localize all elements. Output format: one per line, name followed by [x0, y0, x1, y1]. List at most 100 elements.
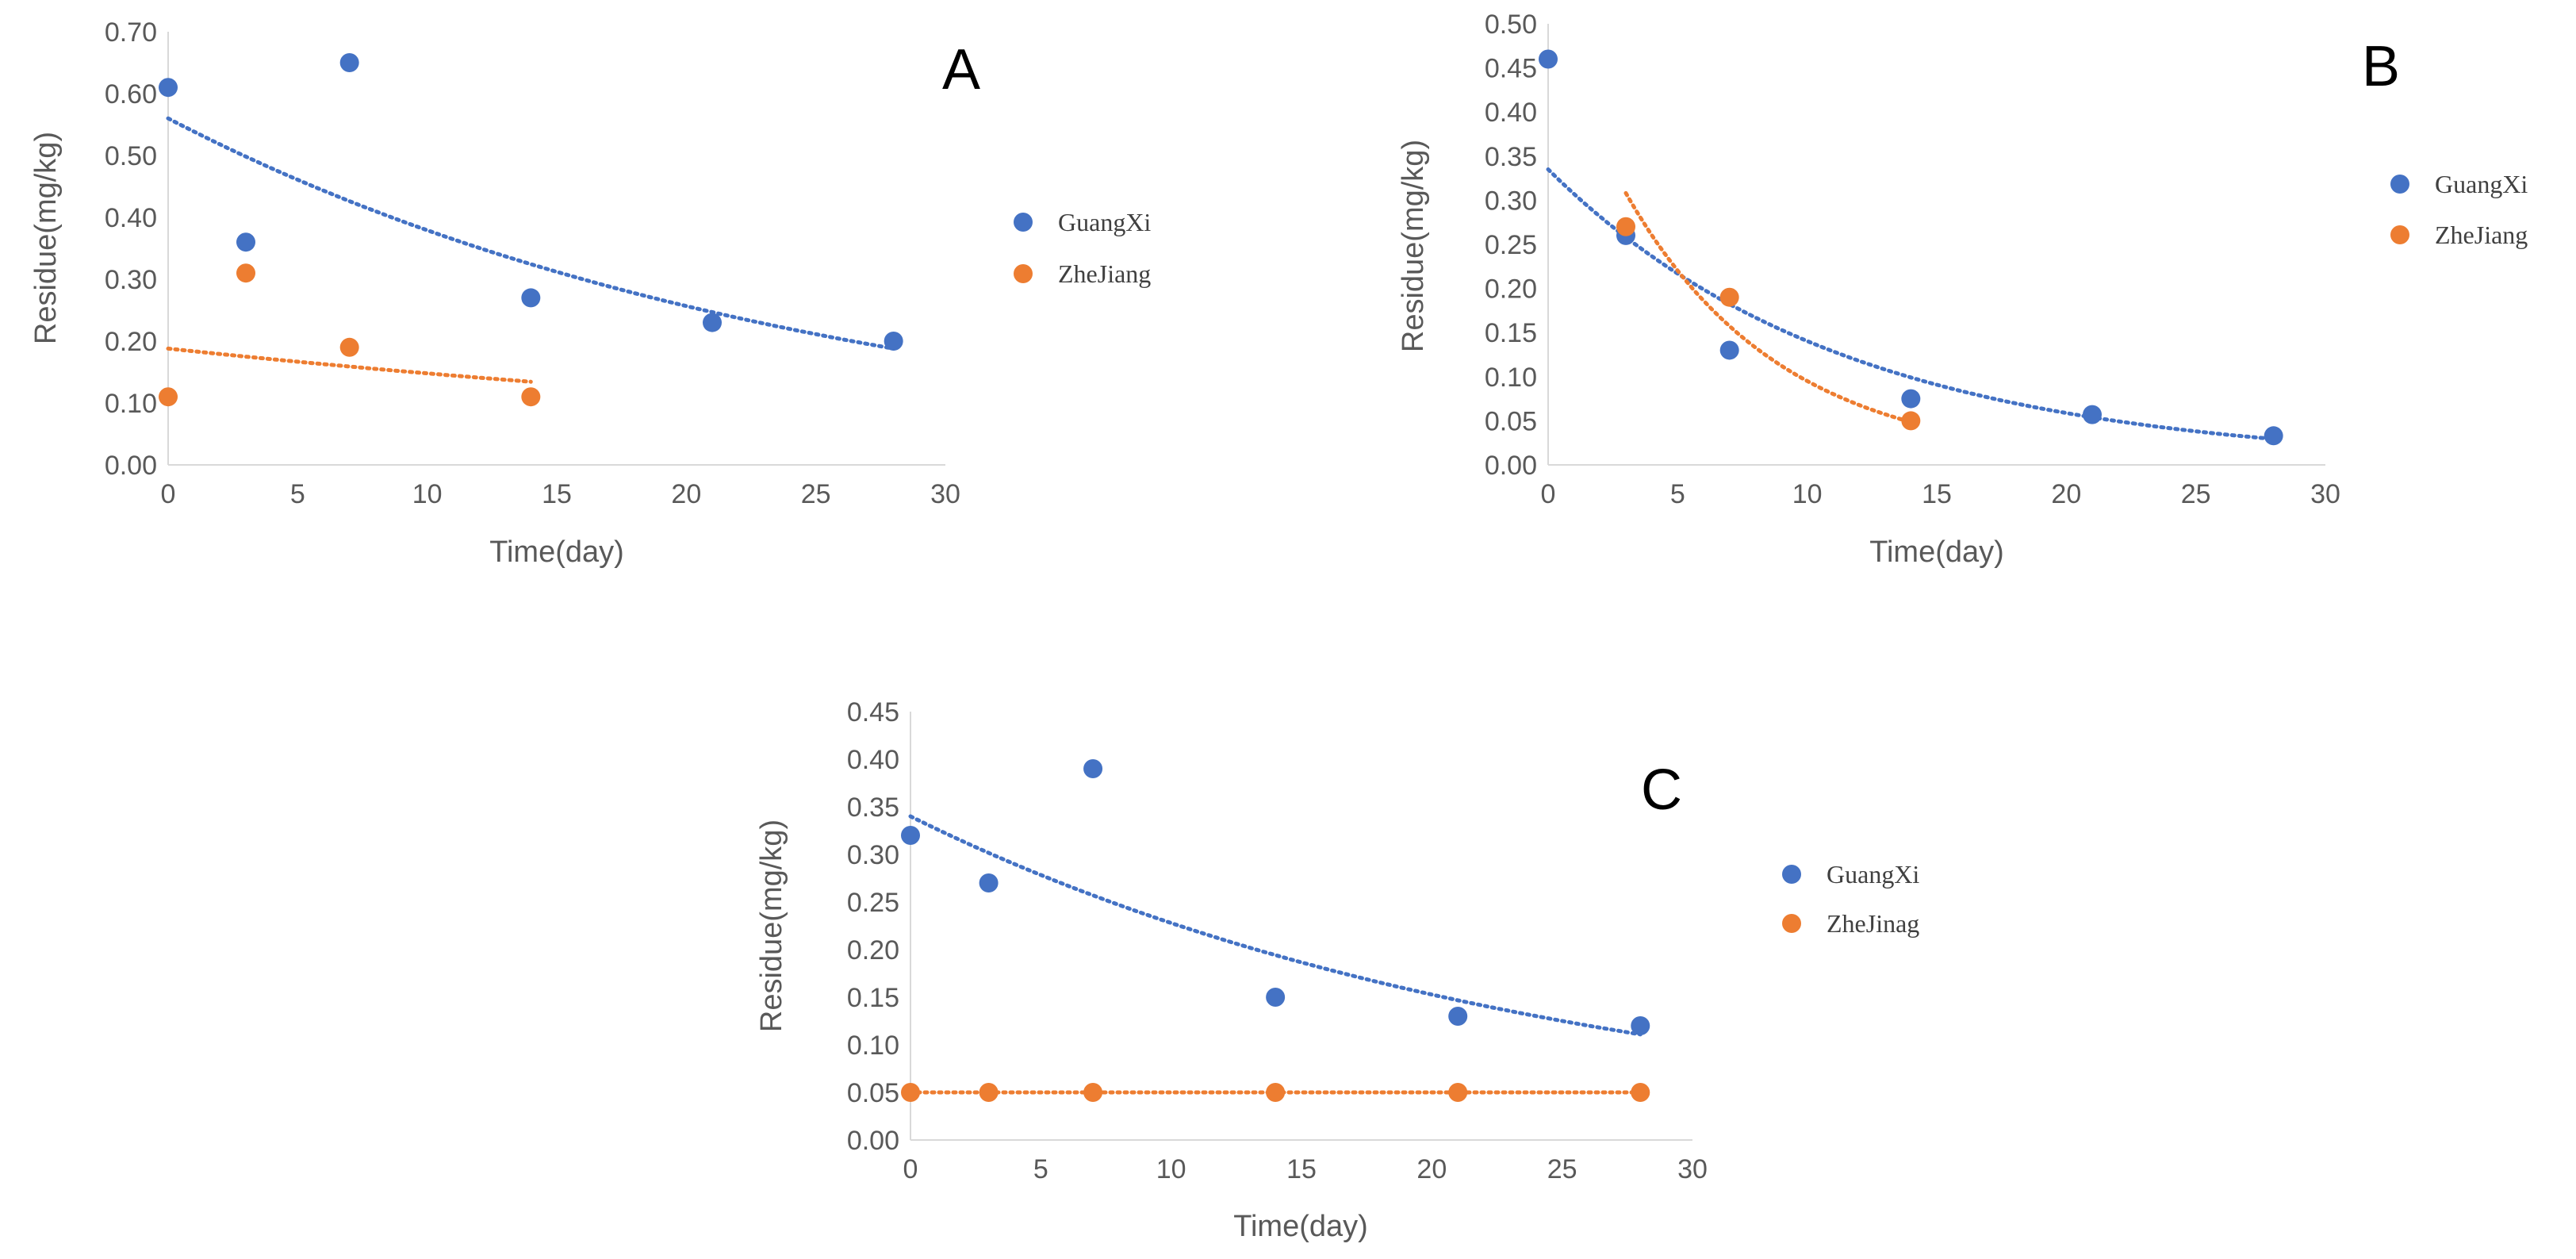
y-tick-label: 0.15 [1485, 318, 1537, 348]
x-tick-label: 15 [542, 479, 572, 509]
data-point-zhejinag [1631, 1083, 1650, 1102]
trendline-guangxi [1546, 167, 2276, 441]
panel-label: C [1641, 758, 1682, 822]
x-tick-label: 5 [290, 479, 305, 509]
trendline-zhejiang [1623, 190, 1913, 424]
x-tick-label: 30 [2310, 479, 2340, 509]
legend-marker-zhejiang [2390, 225, 2409, 244]
y-tick-label: 0.30 [105, 265, 157, 295]
x-tick-label: 25 [801, 479, 831, 509]
x-tick-label: 0 [903, 1154, 918, 1184]
data-point-zhejinag [979, 1083, 999, 1102]
y-tick-label: 0.35 [1485, 142, 1537, 172]
y-tick-label: 0.10 [105, 389, 157, 419]
y-tick-label: 0.30 [847, 840, 899, 870]
legend-label-zhejiang: ZheJiang [2435, 221, 2528, 249]
data-point-zhejiang [159, 387, 178, 407]
data-point-zhejiang [236, 263, 255, 283]
y-tick-label: 0.60 [105, 79, 157, 109]
legend-marker-guangxi [2390, 175, 2409, 194]
chart-panel-b: 0.00 0.05 0.10 0.15 0.20 0.25 0.30 0.35 0.40 0.45… [1397, 10, 2528, 569]
data-point-zhejinag [1083, 1083, 1103, 1102]
y-tick-label: 0.00 [105, 451, 157, 481]
y-tick-label: 0.05 [847, 1078, 899, 1108]
legend-marker-zhejinag [1782, 914, 1801, 933]
data-point-guangxi [703, 313, 722, 332]
data-point-zhejinag [1266, 1083, 1286, 1102]
y-axis-title: Residue(mg/kg) [755, 820, 788, 1032]
y-tick-label: 0.35 [847, 793, 899, 823]
y-axis-title: Residue(mg/kg) [29, 132, 63, 344]
legend-marker-guangxi [1014, 213, 1033, 232]
data-point-guangxi [1266, 988, 1286, 1007]
data-point-guangxi [159, 78, 178, 98]
data-point-zhejiang [521, 387, 541, 407]
data-point-guangxi [901, 826, 920, 845]
x-tick-label: 30 [930, 479, 960, 509]
legend-label-zhejiang: ZheJiang [1058, 259, 1151, 288]
y-tick-label: 0.10 [1485, 363, 1537, 393]
data-point-zhejinag [901, 1083, 920, 1102]
y-tick-label: 0.00 [1485, 451, 1537, 481]
y-tick-label: 0.50 [1485, 10, 1537, 40]
y-tick-label: 0.10 [847, 1031, 899, 1061]
data-point-guangxi [979, 873, 999, 892]
x-tick-label: 20 [671, 479, 701, 509]
x-tick-label: 0 [1541, 479, 1556, 509]
x-tick-label: 15 [1286, 1154, 1317, 1184]
data-point-guangxi [2083, 405, 2102, 424]
data-point-zhejiang [1616, 217, 1635, 236]
legend-label-guangxi: GuangXi [1827, 860, 1919, 889]
data-point-guangxi [1083, 759, 1103, 778]
trendline-zhejiang [166, 346, 533, 384]
y-tick-label: 0.40 [105, 203, 157, 233]
data-point-guangxi [884, 332, 903, 351]
data-point-guangxi [1631, 1016, 1650, 1035]
x-tick-label: 10 [412, 479, 443, 509]
legend-label-zhejinag: ZheJinag [1827, 909, 1919, 938]
legend-marker-zhejiang [1014, 264, 1033, 283]
x-axis-title: Time(day) [1233, 1210, 1368, 1243]
legend-label-guangxi: GuangXi [1058, 208, 1151, 236]
panel-label: A [942, 38, 980, 102]
x-tick-label: 30 [1677, 1154, 1708, 1184]
legend-marker-guangxi [1782, 865, 1801, 884]
data-point-guangxi [1539, 49, 1558, 69]
x-tick-label: 25 [1547, 1154, 1577, 1184]
y-axis-title: Residue(mg/kg) [1397, 140, 1430, 352]
y-tick-label: 0.20 [1485, 274, 1537, 305]
legend-label-guangxi: GuangXi [2435, 170, 2528, 198]
x-tick-label: 10 [1156, 1154, 1186, 1184]
data-point-guangxi [1901, 389, 1921, 409]
y-tick-label: 0.20 [847, 935, 899, 965]
y-tick-label: 0.15 [847, 983, 899, 1013]
y-tick-label: 0.25 [1485, 230, 1537, 260]
data-point-guangxi [521, 288, 541, 308]
trendline-guangxi [908, 814, 1643, 1037]
y-tick-label: 0.40 [847, 745, 899, 775]
x-axis-title: Time(day) [489, 535, 624, 569]
x-tick-label: 0 [161, 479, 176, 509]
data-point-guangxi [339, 53, 359, 72]
x-tick-label: 10 [1792, 479, 1823, 509]
data-point-zhejinag [1448, 1083, 1468, 1102]
x-tick-label: 25 [2181, 479, 2211, 509]
data-point-zhejiang [339, 337, 359, 357]
y-tick-label: 0.30 [1485, 186, 1537, 216]
data-point-guangxi [1448, 1007, 1468, 1026]
chart-panel-a: 0.00 0.10 0.20 0.30 0.40 0.50 0.60 0.70 0 5 10 15 20… [29, 17, 1151, 569]
x-tick-label: 20 [1416, 1154, 1447, 1184]
x-tick-label: 5 [1670, 479, 1685, 509]
data-point-zhejiang [1719, 287, 1739, 307]
y-tick-label: 0.45 [1485, 54, 1537, 84]
x-axis-title: Time(day) [1869, 535, 2004, 569]
data-point-guangxi [1719, 340, 1739, 360]
y-tick-label: 0.45 [847, 697, 899, 727]
y-tick-label: 0.40 [1485, 98, 1537, 128]
x-tick-label: 15 [1922, 479, 1952, 509]
y-tick-label: 0.05 [1485, 406, 1537, 436]
y-tick-label: 0.50 [105, 141, 157, 171]
y-tick-label: 0.70 [105, 17, 157, 48]
x-tick-label: 20 [2051, 479, 2081, 509]
